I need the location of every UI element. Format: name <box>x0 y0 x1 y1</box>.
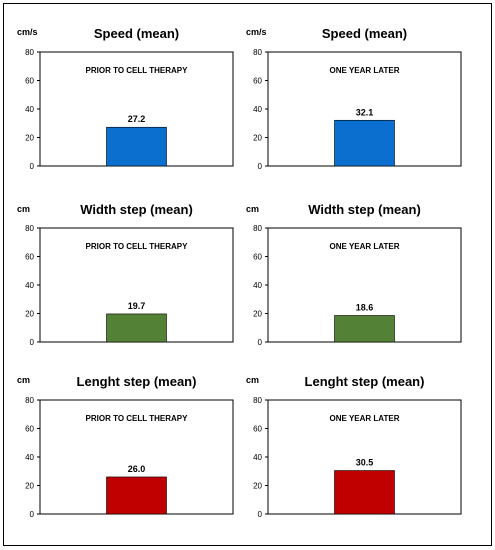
y-tick-label: 80 <box>25 224 34 233</box>
y-tick-label: 20 <box>253 134 262 143</box>
y-tick-label: 0 <box>258 338 263 347</box>
bar-value-label: 18.6 <box>356 302 374 312</box>
y-tick-label: 40 <box>25 453 34 462</box>
y-tick-label: 20 <box>25 482 34 491</box>
data-bar <box>106 476 167 515</box>
y-tick-label: 20 <box>253 482 262 491</box>
charts-container: Speed (mean) cm/s 0 20 40 60 80 PRIOR TO CELL T… <box>17 26 462 519</box>
panel-annotation: ONE YEAR LATER <box>330 242 400 251</box>
bar-value-label: 19.7 <box>128 301 146 311</box>
y-tick-label: 40 <box>253 281 262 290</box>
y-tick-label: 40 <box>25 105 34 114</box>
y-tick-label: 60 <box>25 77 34 86</box>
y-tick-label: 40 <box>253 453 262 462</box>
bar-value-label: 30.5 <box>356 458 374 468</box>
y-tick-label: 60 <box>25 425 34 434</box>
y-tick-label: 40 <box>25 281 34 290</box>
chart-title: Width step (mean) <box>80 202 193 217</box>
y-tick-label: 60 <box>253 425 262 434</box>
chart-panel: Speed (mean) cm/s 0 20 40 60 80 ONE YEAR LATER 3… <box>246 26 462 171</box>
y-tick-label: 20 <box>25 134 34 143</box>
y-tick-label: 0 <box>30 338 35 347</box>
panel-annotation: PRIOR TO CELL THERAPY <box>86 66 189 75</box>
y-tick-label: 60 <box>253 253 262 262</box>
y-axis-unit-label: cm <box>246 204 259 214</box>
y-tick-label: 80 <box>25 48 34 57</box>
chart-panel: Lenght step (mean) cm 0 20 40 60 80 PRIOR TO CE… <box>17 374 234 519</box>
chart-title: Width step (mean) <box>308 202 421 217</box>
y-tick-label: 60 <box>25 253 34 262</box>
y-tick-label: 80 <box>253 224 262 233</box>
y-tick-label: 80 <box>25 396 34 405</box>
bar-value-label: 32.1 <box>356 107 374 117</box>
data-bar <box>106 313 167 343</box>
chart-panel: Width step (mean) cm 0 20 40 60 80 PRIOR TO CEL… <box>17 202 234 347</box>
y-axis-unit-label: cm/s <box>17 27 38 37</box>
y-axis-unit-label: cm <box>17 204 30 214</box>
data-bar <box>334 470 395 515</box>
y-tick-label: 80 <box>253 48 262 57</box>
y-tick-label: 0 <box>30 162 35 171</box>
y-tick-label: 0 <box>258 510 263 519</box>
chart-panel: Lenght step (mean) cm 0 20 40 60 80 ONE YEAR LA… <box>246 374 462 519</box>
chart-panel: Speed (mean) cm/s 0 20 40 60 80 PRIOR TO CELL T… <box>17 26 234 171</box>
bar-value-label: 27.2 <box>128 114 146 124</box>
y-axis-unit-label: cm <box>17 375 30 385</box>
y-axis-unit-label: cm/s <box>246 27 267 37</box>
panel-annotation: ONE YEAR LATER <box>330 66 400 75</box>
y-axis-unit-label: cm <box>246 375 259 385</box>
y-tick-label: 0 <box>258 162 263 171</box>
panel-annotation: PRIOR TO CELL THERAPY <box>86 242 189 251</box>
y-tick-label: 20 <box>253 310 262 319</box>
panel-annotation: ONE YEAR LATER <box>330 414 400 423</box>
chart-title: Lenght step (mean) <box>77 374 197 389</box>
y-tick-label: 0 <box>30 510 35 519</box>
data-bar <box>334 315 395 343</box>
y-tick-label: 60 <box>253 77 262 86</box>
y-tick-label: 80 <box>253 396 262 405</box>
panel-annotation: PRIOR TO CELL THERAPY <box>86 414 189 423</box>
data-bar <box>334 119 395 167</box>
chart-title: Speed (mean) <box>322 26 407 41</box>
chart-title: Lenght step (mean) <box>305 374 425 389</box>
bar-value-label: 26.0 <box>128 464 146 474</box>
chart-title: Speed (mean) <box>94 26 179 41</box>
chart-panel: Width step (mean) cm 0 20 40 60 80 ONE YEAR LAT… <box>246 202 462 347</box>
y-tick-label: 40 <box>253 105 262 114</box>
data-bar <box>106 126 167 167</box>
y-tick-label: 20 <box>25 310 34 319</box>
